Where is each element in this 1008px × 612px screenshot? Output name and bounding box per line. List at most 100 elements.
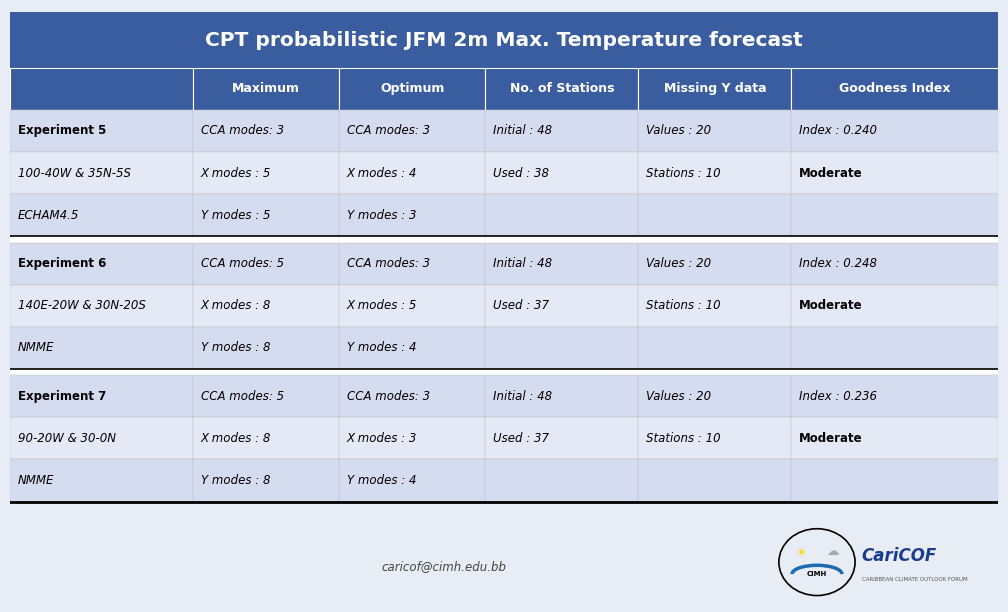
Text: Moderate: Moderate bbox=[799, 166, 863, 180]
Bar bbox=[638, 152, 791, 194]
Text: X modes : 8: X modes : 8 bbox=[201, 299, 271, 312]
Text: Stations : 10: Stations : 10 bbox=[646, 299, 721, 312]
Bar bbox=[638, 417, 791, 460]
Text: 90-20W & 30-0N: 90-20W & 30-0N bbox=[18, 432, 116, 445]
Bar bbox=[638, 285, 791, 327]
Bar bbox=[193, 417, 339, 460]
Text: X modes : 4: X modes : 4 bbox=[347, 166, 417, 180]
Bar bbox=[485, 460, 638, 502]
Bar bbox=[791, 152, 998, 194]
Text: Values : 20: Values : 20 bbox=[646, 390, 712, 403]
Text: Used : 38: Used : 38 bbox=[493, 166, 549, 180]
Bar bbox=[638, 242, 791, 285]
Text: Used : 37: Used : 37 bbox=[493, 299, 549, 312]
Text: ☀: ☀ bbox=[796, 548, 807, 561]
Text: Y modes : 8: Y modes : 8 bbox=[201, 341, 270, 354]
Bar bbox=[10, 285, 193, 327]
Bar bbox=[10, 369, 998, 375]
Text: Y modes : 3: Y modes : 3 bbox=[347, 209, 416, 222]
Bar bbox=[791, 375, 998, 417]
Bar bbox=[193, 68, 339, 110]
Bar bbox=[10, 152, 193, 194]
Bar bbox=[638, 460, 791, 502]
Text: X modes : 8: X modes : 8 bbox=[201, 432, 271, 445]
Text: Initial : 48: Initial : 48 bbox=[493, 390, 552, 403]
Bar bbox=[193, 460, 339, 502]
Text: Experiment 7: Experiment 7 bbox=[18, 390, 106, 403]
Text: caricof@cimh.edu.bb: caricof@cimh.edu.bb bbox=[381, 559, 506, 573]
Text: Used : 37: Used : 37 bbox=[493, 432, 549, 445]
Text: Goodness Index: Goodness Index bbox=[839, 83, 951, 95]
Text: Y modes : 4: Y modes : 4 bbox=[347, 341, 416, 354]
Text: 100-40W & 35N-5S: 100-40W & 35N-5S bbox=[18, 166, 131, 180]
Text: Y modes : 8: Y modes : 8 bbox=[201, 474, 270, 487]
Text: CariCOF: CariCOF bbox=[862, 547, 937, 565]
Bar bbox=[485, 417, 638, 460]
Text: Stations : 10: Stations : 10 bbox=[646, 166, 721, 180]
Text: Y modes : 4: Y modes : 4 bbox=[347, 474, 416, 487]
Bar bbox=[339, 375, 485, 417]
Bar bbox=[485, 375, 638, 417]
Bar bbox=[193, 327, 339, 369]
Text: CCA modes: 3: CCA modes: 3 bbox=[201, 124, 284, 138]
Bar bbox=[193, 375, 339, 417]
Bar bbox=[10, 110, 193, 152]
Text: Index : 0.236: Index : 0.236 bbox=[799, 390, 877, 403]
Bar bbox=[638, 68, 791, 110]
Bar bbox=[193, 285, 339, 327]
Bar bbox=[638, 327, 791, 369]
Bar bbox=[10, 194, 193, 236]
Bar bbox=[791, 327, 998, 369]
Bar bbox=[485, 327, 638, 369]
Text: Experiment 6: Experiment 6 bbox=[18, 257, 107, 270]
Bar bbox=[485, 194, 638, 236]
Bar bbox=[485, 152, 638, 194]
Text: NMME: NMME bbox=[18, 474, 54, 487]
Text: Experiment 5: Experiment 5 bbox=[18, 124, 107, 138]
Bar bbox=[339, 460, 485, 502]
Bar bbox=[10, 242, 193, 285]
Bar bbox=[10, 460, 193, 502]
Bar bbox=[193, 152, 339, 194]
Text: CARIBBEAN CLIMATE OUTLOOK FORUM: CARIBBEAN CLIMATE OUTLOOK FORUM bbox=[862, 577, 968, 582]
Bar bbox=[791, 242, 998, 285]
Text: Y modes : 5: Y modes : 5 bbox=[201, 209, 270, 222]
Text: Values : 20: Values : 20 bbox=[646, 257, 712, 270]
Bar bbox=[339, 285, 485, 327]
Bar bbox=[485, 242, 638, 285]
Bar bbox=[791, 417, 998, 460]
Bar bbox=[10, 12, 998, 68]
Bar bbox=[10, 417, 193, 460]
Text: Initial : 48: Initial : 48 bbox=[493, 257, 552, 270]
Text: CCA modes: 3: CCA modes: 3 bbox=[347, 257, 430, 270]
Bar bbox=[339, 110, 485, 152]
Bar bbox=[791, 460, 998, 502]
Text: CIMH: CIMH bbox=[806, 571, 828, 577]
Text: ECHAM4.5: ECHAM4.5 bbox=[18, 209, 80, 222]
Bar bbox=[791, 194, 998, 236]
Bar bbox=[339, 194, 485, 236]
Text: Maximum: Maximum bbox=[232, 83, 300, 95]
Text: Optimum: Optimum bbox=[380, 83, 445, 95]
Text: Index : 0.248: Index : 0.248 bbox=[799, 257, 877, 270]
Text: Index : 0.240: Index : 0.240 bbox=[799, 124, 877, 138]
Bar bbox=[485, 68, 638, 110]
Bar bbox=[791, 110, 998, 152]
Text: CCA modes: 5: CCA modes: 5 bbox=[201, 390, 284, 403]
Text: Stations : 10: Stations : 10 bbox=[646, 432, 721, 445]
Text: Initial : 48: Initial : 48 bbox=[493, 124, 552, 138]
Bar bbox=[10, 236, 998, 242]
Bar bbox=[10, 327, 193, 369]
Text: Moderate: Moderate bbox=[799, 299, 863, 312]
Text: No. of Stations: No. of Stations bbox=[509, 83, 614, 95]
Bar bbox=[193, 194, 339, 236]
Bar bbox=[339, 152, 485, 194]
Bar bbox=[638, 194, 791, 236]
Text: CCA modes: 5: CCA modes: 5 bbox=[201, 257, 284, 270]
Bar bbox=[339, 68, 485, 110]
Text: Moderate: Moderate bbox=[799, 432, 863, 445]
Text: ☁: ☁ bbox=[827, 545, 839, 558]
Bar bbox=[485, 110, 638, 152]
Bar bbox=[339, 417, 485, 460]
Bar bbox=[193, 242, 339, 285]
